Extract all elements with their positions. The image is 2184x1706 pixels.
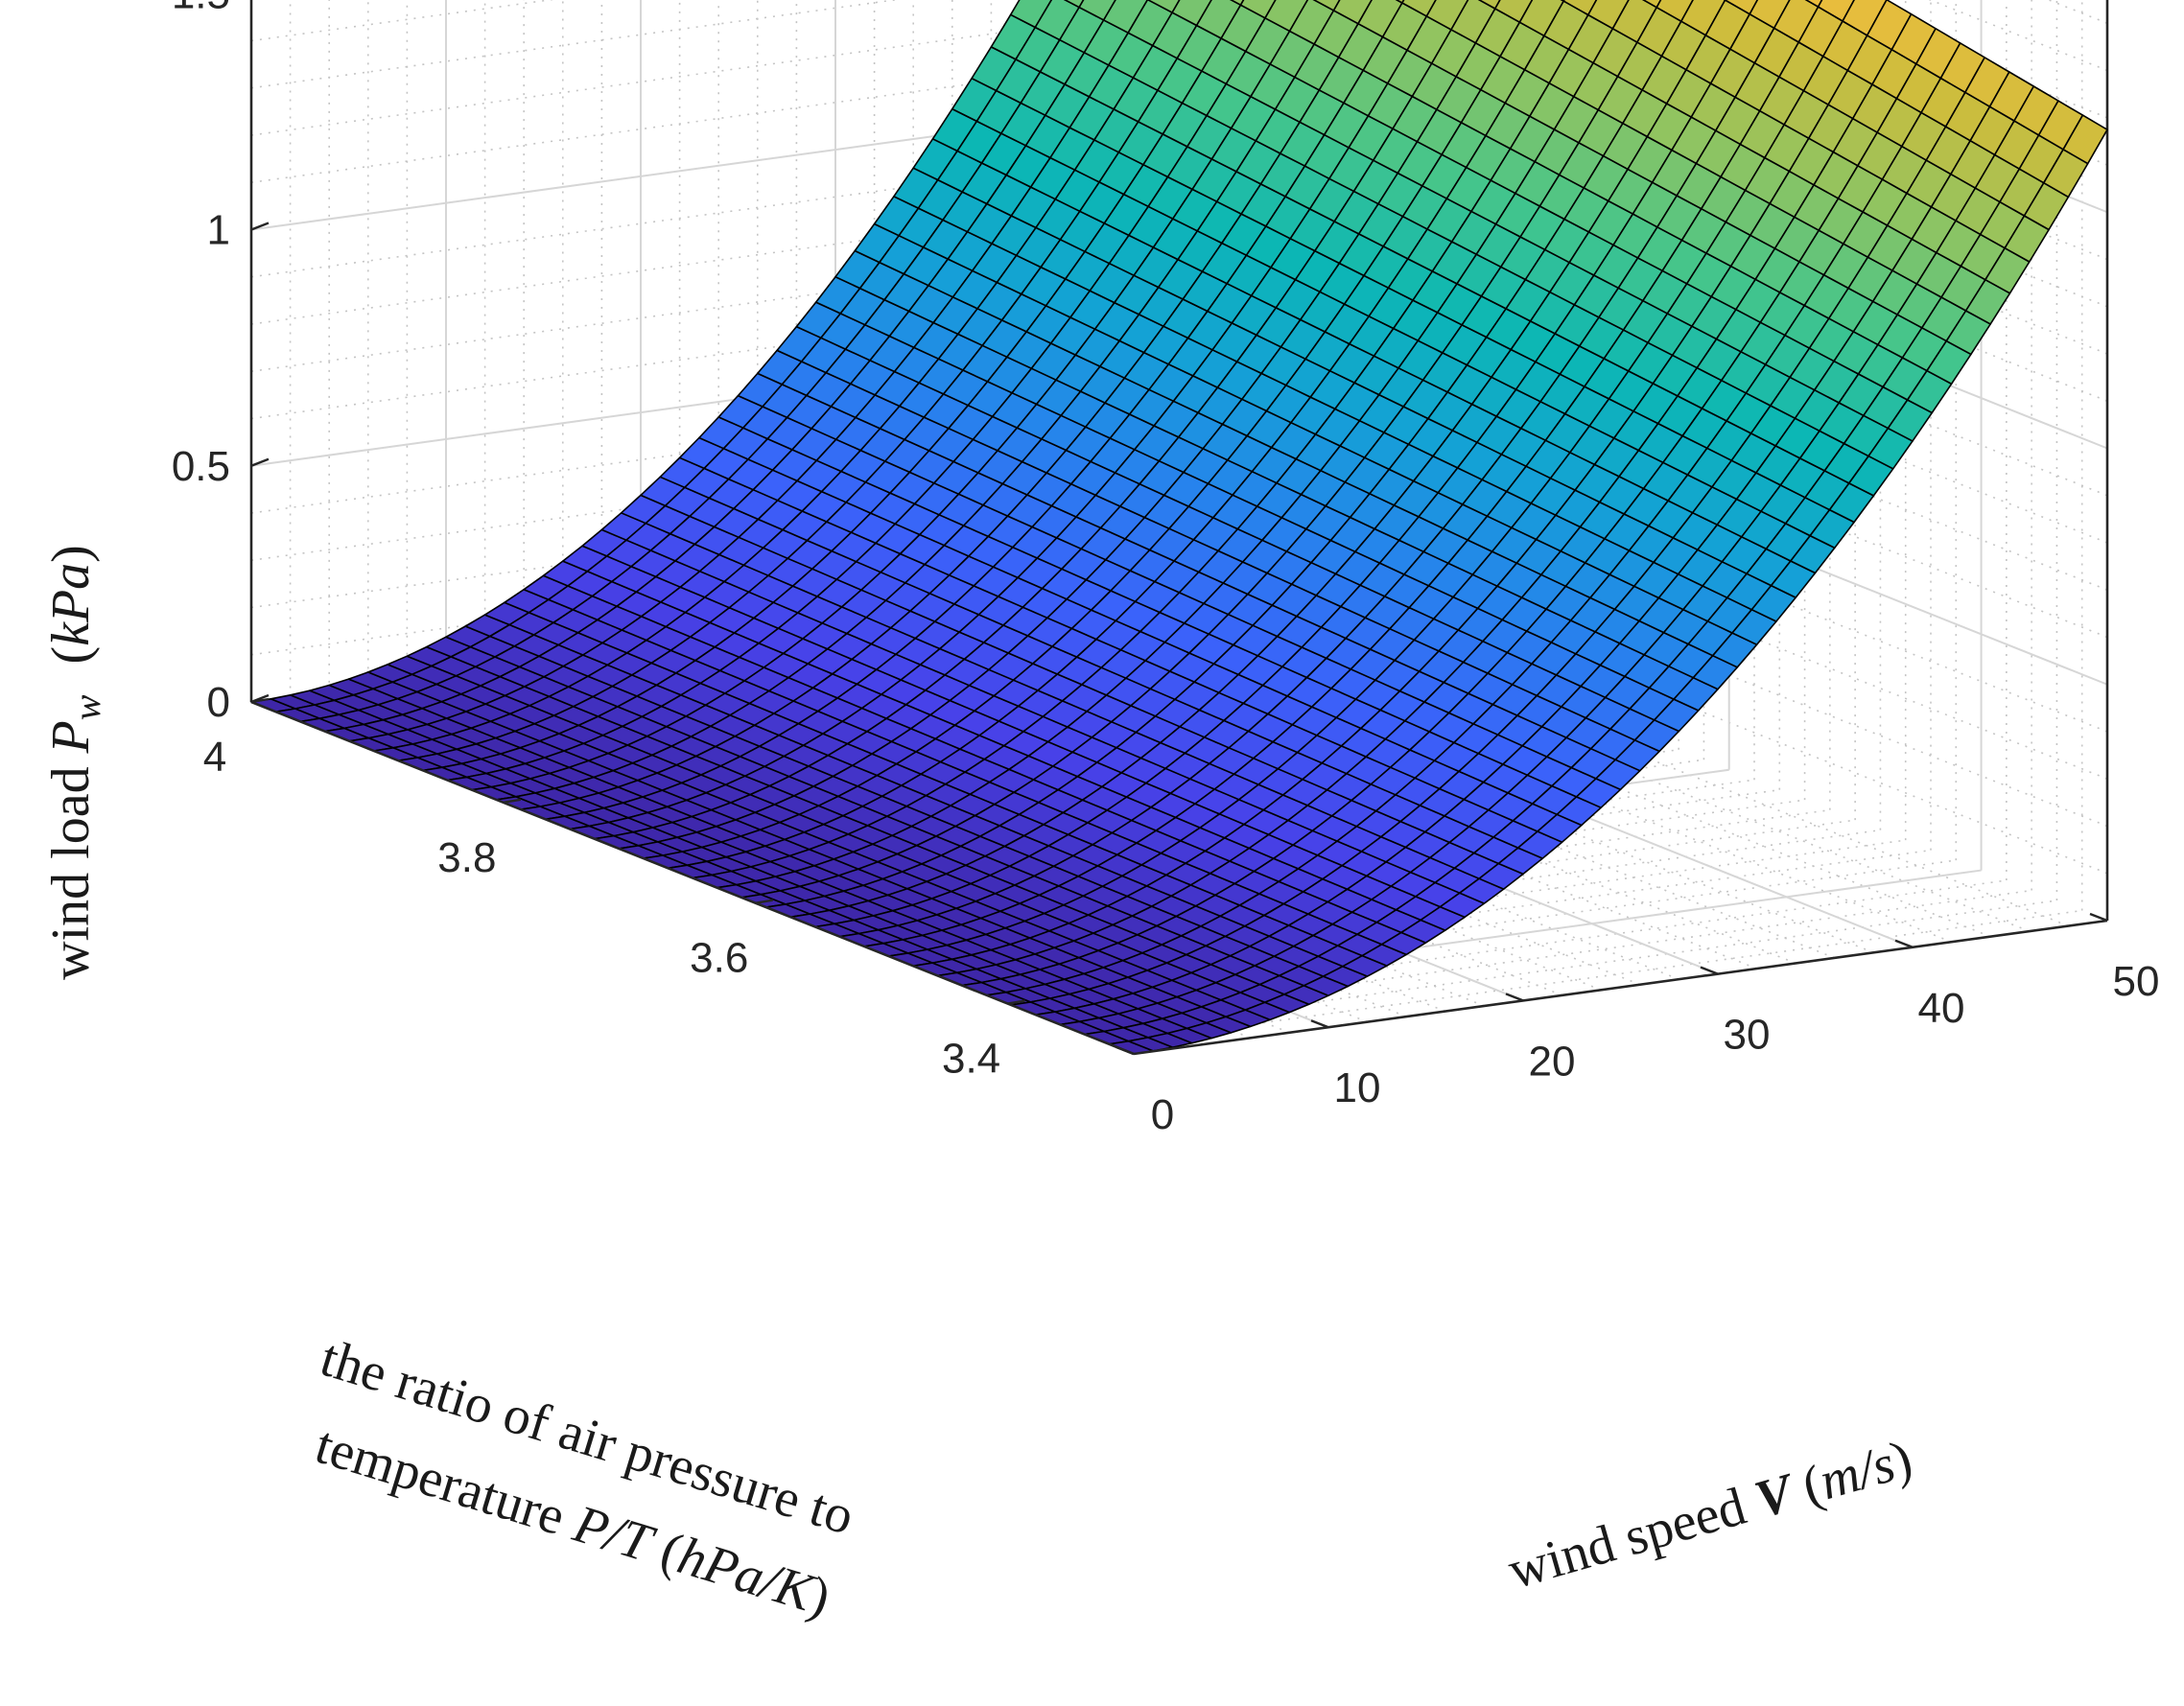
x-tick-label: 0 [1151, 1091, 1174, 1138]
x-tick-mark [1505, 993, 1524, 1002]
x-tick-mark [1115, 1045, 1135, 1056]
surface-cell [1401, 0, 1437, 17]
x-tick-mark [1894, 939, 1914, 948]
x-tick-label: 50 [2113, 958, 2160, 1005]
y-tick-mark [755, 899, 773, 904]
x-tick-label: 40 [1918, 985, 1965, 1032]
z-tick-mark [250, 222, 270, 231]
y-tick-label: 3.6 [690, 935, 748, 982]
y-tick-label: 3.4 [942, 1036, 1000, 1083]
x-tick-mark [2089, 912, 2108, 923]
z-tick-mark [250, 457, 270, 467]
x-tick-label: 10 [1334, 1064, 1381, 1111]
surface-cell [1146, 0, 1181, 13]
surface-cell [1642, 0, 1662, 9]
tick-marks [250, 222, 2108, 1056]
surface-cell [2062, 114, 2108, 165]
x-tick-label: 20 [1529, 1038, 1576, 1085]
surface-cell [1494, 0, 1534, 24]
y-axis-line [250, 700, 1135, 1056]
surface-mesh [250, 0, 2108, 1055]
surface-cell [1230, 0, 1245, 6]
axes-box-front [250, 700, 2108, 1056]
y-tick-mark [1007, 999, 1025, 1005]
y-tick-mark [250, 697, 270, 704]
surface-cell [1239, 0, 1277, 19]
y-tick-label: 4 [203, 734, 226, 781]
x-tick-label: 30 [1724, 1012, 1771, 1059]
surface-cell [1562, 0, 1598, 16]
surface-cell [1804, 0, 1823, 8]
surface-cell [1063, 0, 1085, 9]
y-tick-label: 3.8 [437, 834, 496, 881]
surface-cell [1312, 0, 1341, 12]
surface-cell [1477, 0, 1501, 10]
x-axis-line [1133, 919, 2108, 1056]
x-tick-mark [1700, 966, 1719, 975]
z-tick-label: 0.5 [172, 443, 230, 490]
y-tick-mark [503, 798, 522, 805]
surface-cell [1724, 0, 1759, 15]
z-tick-label: 0 [207, 679, 230, 726]
z-tick-label: 1 [207, 207, 230, 254]
x-tick-mark [1310, 1019, 1329, 1029]
z-tick-label: 1.5 [172, 0, 230, 17]
z-axis-label: wind load Pw (kPa) [41, 545, 108, 980]
